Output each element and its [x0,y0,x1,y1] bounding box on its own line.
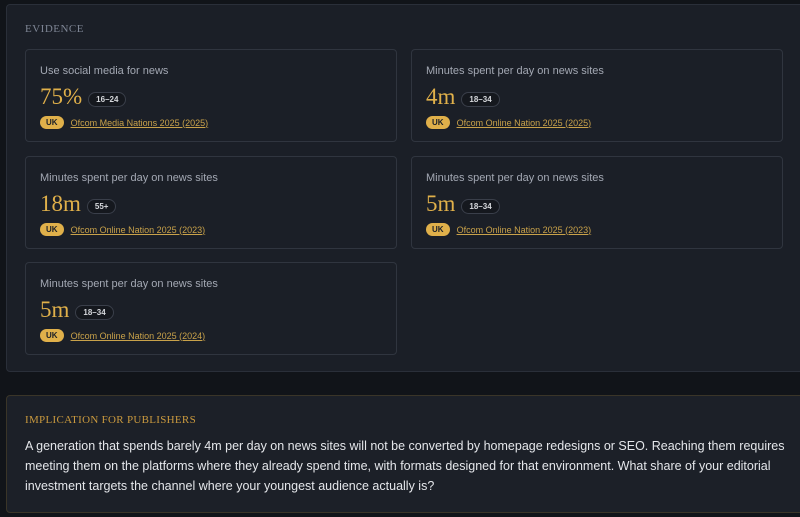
region-badge: UK [426,223,450,236]
age-badge: 18–34 [75,304,114,320]
region-badge: UK [426,116,450,129]
stat-label: Use social media for news [40,65,169,77]
evidence-card: Minutes spent per day on news sites 5m 1… [25,262,397,355]
stat-value: 5m [40,297,70,322]
implication-body: A generation that spends barely 4m per d… [25,439,785,493]
stat-value: 4m [426,84,456,109]
age-badge: 18–34 [461,91,500,107]
evidence-card: Minutes spent per day on news sites 4m 1… [411,49,783,142]
stat-label: Minutes spent per day on news sites [426,65,604,77]
implication-panel: IMPLICATION FOR PUBLISHERS A generation … [6,395,800,513]
stat-value: 5m [426,191,456,216]
evidence-panel: EVIDENCE Use social media for news 75% 1… [6,4,800,372]
stat-label: Minutes spent per day on news sites [426,172,604,184]
region-badge: UK [40,329,64,342]
evidence-card: Minutes spent per day on news sites 5m 1… [411,156,783,249]
source-link[interactable]: Ofcom Online Nation 2025 (2023) [456,224,592,235]
source-link[interactable]: Ofcom Online Nation 2025 (2024) [70,330,206,341]
stat-label: Minutes spent per day on news sites [40,172,218,184]
source-link[interactable]: Ofcom Online Nation 2025 (2025) [456,117,592,128]
stat-value: 18m [40,191,81,216]
age-badge: 18–34 [461,198,500,214]
region-badge: UK [40,223,64,236]
region-badge: UK [40,116,64,129]
section-title: EVIDENCE [25,23,84,35]
stat-label: Minutes spent per day on news sites [40,278,218,290]
age-badge: 55+ [86,198,117,214]
source-link[interactable]: Ofcom Online Nation 2025 (2023) [70,224,206,235]
age-badge: 16–24 [88,91,127,107]
stat-value: 75% [40,84,83,109]
evidence-card: Minutes spent per day on news sites 18m … [25,156,397,249]
evidence-card: Use social media for news 75% 16–24 UK O… [25,49,397,142]
source-link[interactable]: Ofcom Media Nations 2025 (2025) [70,117,209,128]
implication-title: IMPLICATION FOR PUBLISHERS [25,414,196,426]
